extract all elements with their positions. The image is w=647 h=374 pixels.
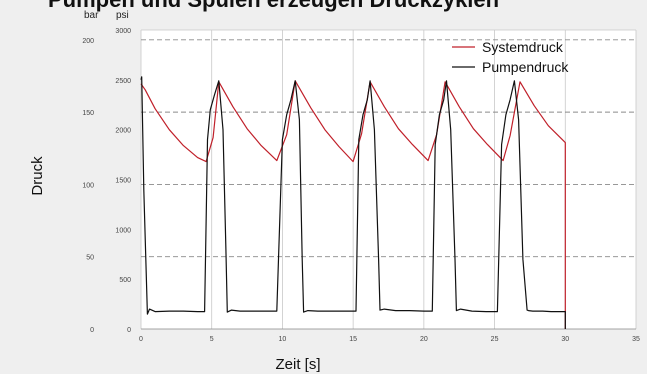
psi-tick-label: 1500 — [115, 178, 131, 185]
bar-tick-labels: 0 50 100 150 200 — [82, 38, 94, 334]
plot-area — [141, 30, 636, 329]
series-line-pumpendruck — [140, 76, 566, 329]
x-tick-label: 5 — [210, 336, 214, 343]
series-line-systemdruck — [140, 80, 566, 329]
x-tick-label: 30 — [561, 336, 569, 343]
x-tick-label: 10 — [279, 336, 287, 343]
bar-unit-label: bar — [84, 10, 99, 21]
psi-unit-label: psi — [116, 10, 129, 21]
legend-label-systemdruck: Systemdruck — [482, 39, 564, 55]
x-tick-label: 20 — [420, 336, 428, 343]
bar-tick-label: 200 — [82, 38, 94, 45]
x-axis-title: Zeit [s] — [275, 356, 320, 373]
psi-tick-labels: 0 500 1000 1500 2000 2500 3000 — [115, 28, 131, 334]
x-tick-label: 25 — [491, 336, 499, 343]
psi-tick-label: 3000 — [115, 28, 131, 35]
plot-background — [141, 30, 636, 329]
x-tick-label: 0 — [139, 336, 143, 343]
psi-tick-label: 500 — [119, 277, 131, 284]
bar-tick-label: 0 — [90, 327, 94, 334]
page-title: Pumpen und Spulen erzeugen Druckzyklen — [48, 0, 499, 12]
psi-tick-label: 0 — [127, 327, 131, 334]
series-layer — [140, 76, 566, 329]
bar-tick-label: 50 — [86, 255, 94, 262]
bar-tick-label: 100 — [82, 182, 94, 189]
psi-tick-label: 2000 — [115, 128, 131, 135]
psi-tick-label: 1000 — [115, 227, 131, 234]
y-axis-title: Druck — [29, 156, 46, 196]
x-tick-label: 15 — [349, 336, 357, 343]
legend: Systemdruck Pumpendruck — [452, 39, 569, 75]
psi-tick-label: 2500 — [115, 78, 131, 85]
horizontal-dashed-grid — [141, 39, 636, 258]
bar-tick-label: 150 — [82, 110, 94, 117]
x-tick-label: 35 — [632, 336, 640, 343]
x-tick-labels: 0 5 10 15 20 25 30 35 — [139, 336, 640, 343]
legend-label-pumpendruck: Pumpendruck — [482, 59, 569, 75]
